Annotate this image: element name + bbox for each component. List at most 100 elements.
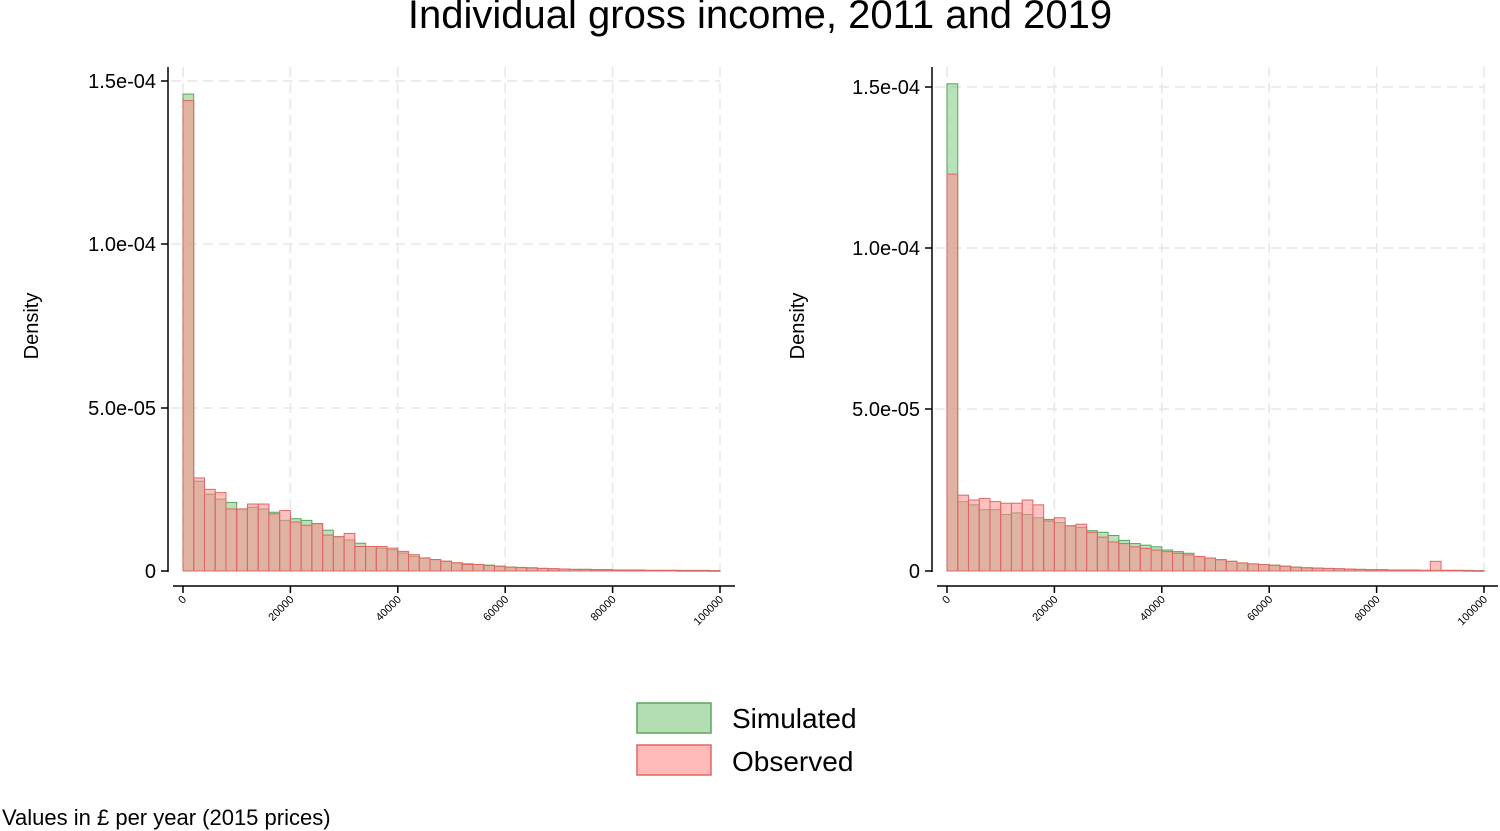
bar-observed xyxy=(397,550,410,572)
bar-observed xyxy=(289,521,302,572)
series-simulated xyxy=(182,93,721,572)
bar-observed xyxy=(375,546,388,572)
bar-observed xyxy=(946,173,959,572)
bar-observed xyxy=(1204,557,1217,572)
bar-observed xyxy=(1236,562,1249,572)
bar-observed xyxy=(622,569,635,572)
bar-observed xyxy=(1408,569,1421,572)
bar-observed xyxy=(236,508,248,572)
bar-observed xyxy=(1161,551,1174,572)
bar-observed xyxy=(1086,531,1098,572)
y-tick-label: 0 xyxy=(909,561,920,583)
bar-observed xyxy=(1225,560,1238,572)
bar-observed xyxy=(1333,568,1345,572)
bar-observed xyxy=(1429,560,1442,572)
bar-observed xyxy=(1129,546,1141,572)
bar-observed xyxy=(429,559,442,572)
x-tick-label: 40000 xyxy=(374,594,404,624)
bar-observed xyxy=(698,570,710,572)
legend-swatch-simulated xyxy=(636,702,712,734)
bar-observed xyxy=(1451,569,1464,572)
bar-observed xyxy=(536,567,549,572)
y-tick-label: 1.5e-04 xyxy=(852,77,920,99)
bar-observed xyxy=(1322,567,1335,572)
bar-observed xyxy=(332,536,345,572)
bar-observed xyxy=(547,568,560,572)
bar-observed xyxy=(1118,543,1131,572)
bar-observed xyxy=(1268,564,1281,572)
bar-observed xyxy=(1365,569,1378,572)
x-tick-label: 100000 xyxy=(1456,594,1490,628)
y-axis-title: Density xyxy=(21,293,43,360)
series-observed xyxy=(946,173,1485,572)
bar-observed xyxy=(246,503,259,572)
bar-observed xyxy=(225,508,238,572)
y-tick-label: 1.0e-04 xyxy=(852,238,920,260)
x-tick-label: 0 xyxy=(940,594,953,607)
bar-observed xyxy=(1386,569,1399,572)
bar-observed xyxy=(1343,568,1356,572)
bar-observed xyxy=(569,568,581,572)
bar-observed xyxy=(633,569,646,572)
bar-observed xyxy=(601,569,614,572)
bar-observed xyxy=(978,497,991,572)
bar-observed xyxy=(418,557,431,572)
y-axis-title: Density xyxy=(787,293,809,360)
bar-observed xyxy=(1139,547,1152,572)
bar-observed xyxy=(1311,567,1324,572)
bar-observed xyxy=(343,532,356,572)
bar-observed xyxy=(1419,569,1431,572)
bar-observed xyxy=(957,494,969,572)
bar-observed xyxy=(203,488,216,572)
bar-observed xyxy=(1462,570,1474,572)
x-tick-label: 40000 xyxy=(1138,594,1168,624)
x-tick-label: 60000 xyxy=(1245,594,1275,624)
bar-observed xyxy=(1290,566,1302,572)
bar-observed xyxy=(687,570,700,572)
y-tick-label: 1.5e-04 xyxy=(88,71,156,93)
bar-observed xyxy=(1043,520,1055,572)
bar-observed xyxy=(1300,567,1313,572)
legend-swatch-observed xyxy=(636,744,712,776)
legend-label-observed: Observed xyxy=(732,746,853,777)
bar-observed xyxy=(354,546,367,572)
bar-observed xyxy=(1010,502,1023,572)
bar-observed xyxy=(408,554,420,572)
histogram-panel-2019: 0 5.0e-05 1.0e-04 1.5e-04 0 20000 40000 60000 80… xyxy=(787,67,1498,628)
bar-observed xyxy=(451,562,463,572)
bar-observed xyxy=(300,524,313,572)
bar-observed xyxy=(322,534,334,572)
bar-observed xyxy=(579,568,592,572)
bar-observed xyxy=(1172,552,1184,572)
bar-observed xyxy=(590,569,603,572)
bar-observed xyxy=(655,569,667,572)
bar-observed xyxy=(182,100,195,572)
bar-observed xyxy=(279,510,291,572)
bar-observed xyxy=(1247,563,1259,572)
bar-observed xyxy=(1021,499,1034,572)
bar-observed xyxy=(461,563,474,572)
bar-observed xyxy=(1064,525,1077,572)
bar-observed xyxy=(1215,559,1227,572)
x-tick-label: 20000 xyxy=(266,594,296,624)
x-tick-label: 60000 xyxy=(481,594,511,624)
y-tick-label: 5.0e-05 xyxy=(88,398,156,420)
bar-observed xyxy=(665,569,678,572)
bar-observed xyxy=(483,564,495,572)
bar-observed xyxy=(526,567,538,572)
bar-observed xyxy=(558,568,571,572)
bar-observed xyxy=(989,501,1002,572)
bar-observed xyxy=(676,570,689,572)
chart-note: Values in £ per year (2015 prices) xyxy=(2,805,331,830)
bar-observed xyxy=(214,492,227,572)
bar-observed xyxy=(1150,549,1163,572)
bar-observed xyxy=(257,503,270,572)
bar-observed xyxy=(1376,569,1388,572)
bar-observed xyxy=(1032,504,1045,572)
bar-observed xyxy=(1107,541,1120,572)
bar-observed xyxy=(1279,565,1292,572)
bar-observed xyxy=(1182,554,1195,572)
bar-observed xyxy=(1075,523,1088,572)
chart-title: Individual gross income, 2011 and 2019 xyxy=(408,0,1112,37)
y-tick-label: 5.0e-05 xyxy=(852,399,920,421)
